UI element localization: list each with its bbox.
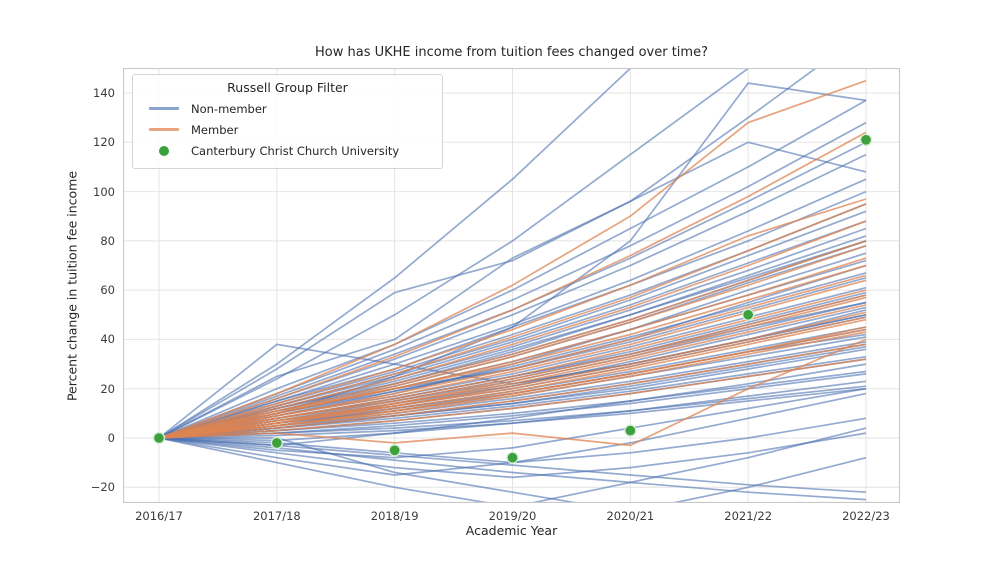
highlight-dot (624, 424, 637, 437)
series-group-member (158, 79, 867, 447)
highlight-dot (741, 308, 755, 321)
x-tick-label: 2018/19 (370, 509, 419, 523)
legend: Russell Group Filter Non-member Member C… (132, 74, 443, 169)
university-line (158, 131, 867, 439)
plot-border (123, 68, 900, 503)
green-dot-swatch-icon (149, 145, 179, 156)
x-tick-label: 2017/18 (252, 509, 301, 523)
university-line (158, 432, 867, 479)
x-tick-label: 2016/17 (135, 509, 183, 523)
non-member-line-swatch-icon (149, 107, 179, 110)
x-axis-label: Academic Year (465, 523, 558, 538)
legend-item-non-member: Non-member (141, 98, 434, 119)
university-line (158, 427, 867, 503)
legend-title: Russell Group Filter (227, 80, 348, 95)
x-tick-label: 2020/21 (606, 509, 655, 523)
y-tick-label: 40 (100, 332, 115, 347)
university-line (158, 141, 867, 439)
university-line (158, 220, 867, 439)
university-line (158, 244, 867, 439)
university-line (158, 387, 867, 459)
university-line (158, 198, 867, 439)
x-tick-label: 2021/22 (724, 509, 773, 523)
plot-area: Russell Group Filter Non-member Member C… (123, 68, 900, 503)
highlight-dot (152, 431, 166, 445)
university-line (158, 99, 867, 439)
university-line (158, 68, 632, 439)
plot-svg (123, 68, 900, 503)
legend-item-label: Non-member (191, 101, 267, 116)
university-line (158, 326, 867, 439)
university-line (158, 358, 867, 439)
legend-item-label: Canterbury Christ Church University (191, 143, 400, 158)
university-line (158, 264, 867, 439)
legend-item-canterbury: Canterbury Christ Church University (141, 140, 434, 161)
y-tick-label: 60 (100, 283, 115, 298)
university-line (158, 316, 867, 439)
y-tick-label: −20 (90, 480, 115, 495)
university-line (158, 338, 867, 447)
x-tick-label: 2019/20 (488, 509, 537, 523)
y-tick-label: 20 (100, 381, 115, 396)
y-tick-label: 140 (93, 85, 115, 100)
legend-item-label: Member (191, 122, 239, 137)
university-line (158, 203, 867, 439)
university-line (158, 79, 867, 439)
university-line (158, 296, 867, 439)
university-line (158, 68, 818, 439)
y-tick-label: 100 (93, 184, 115, 199)
member-line-swatch-icon (149, 128, 179, 131)
y-tick-label: 0 (107, 431, 115, 445)
university-line (158, 343, 867, 439)
highlight-dot (506, 451, 519, 464)
university-line (158, 294, 867, 439)
highlight-dot (270, 436, 284, 450)
highlight-dot (388, 444, 401, 457)
y-tick-label: 80 (100, 233, 115, 248)
y-tick-label: 120 (93, 135, 115, 150)
university-line (158, 178, 867, 439)
chart-title: How has UKHE income from tuition fees ch… (315, 45, 708, 60)
y-axis-label: Percent change in tuition fee income (64, 170, 80, 402)
legend-item-member: Member (141, 119, 434, 140)
highlight-dot (859, 133, 873, 147)
x-tick-label: 2022/23 (842, 509, 890, 523)
